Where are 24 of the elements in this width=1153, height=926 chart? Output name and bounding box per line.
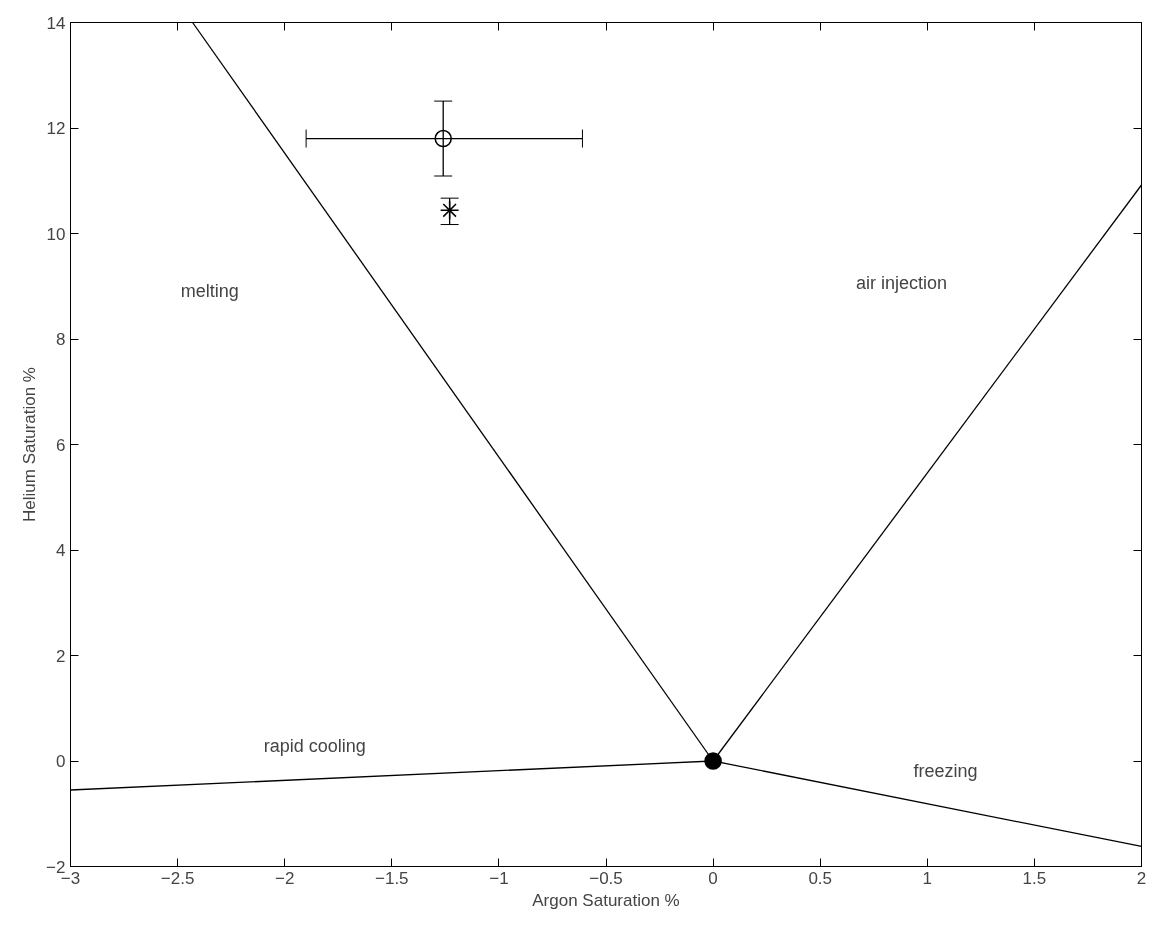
x-tick-label: 1 — [922, 868, 933, 888]
x-tick-label: −2.5 — [160, 868, 195, 888]
x-tick-label: −2 — [275, 868, 295, 888]
x-tick-label: −1 — [489, 868, 509, 888]
y-tick-label: 4 — [56, 541, 66, 560]
y-tick-label: 2 — [56, 646, 66, 666]
y-axis-title: Helium Saturation % — [20, 367, 40, 522]
annotation: air injection — [856, 272, 948, 293]
y-tick-label: 10 — [46, 224, 66, 244]
annotation: melting — [180, 281, 239, 302]
annotation: freezing — [913, 760, 978, 781]
x-tick-label: −0.5 — [589, 868, 623, 888]
y-tick-label: 6 — [56, 435, 66, 455]
x-tick-label: −1.5 — [375, 868, 409, 888]
x-tick-label: 2 — [1136, 868, 1147, 888]
y-tick-label: 8 — [56, 330, 66, 349]
x-tick-label: 1.5 — [1022, 868, 1047, 888]
x-tick-label: 0 — [708, 868, 718, 888]
y-tick-label: 12 — [46, 119, 66, 138]
y-tick-label: 0 — [56, 752, 66, 771]
x-tick-label: 0.5 — [808, 868, 833, 888]
annotation: rapid cooling — [263, 735, 366, 756]
y-tick-label: 14 — [46, 13, 66, 33]
x-axis-title: Argon Saturation % — [532, 890, 680, 910]
